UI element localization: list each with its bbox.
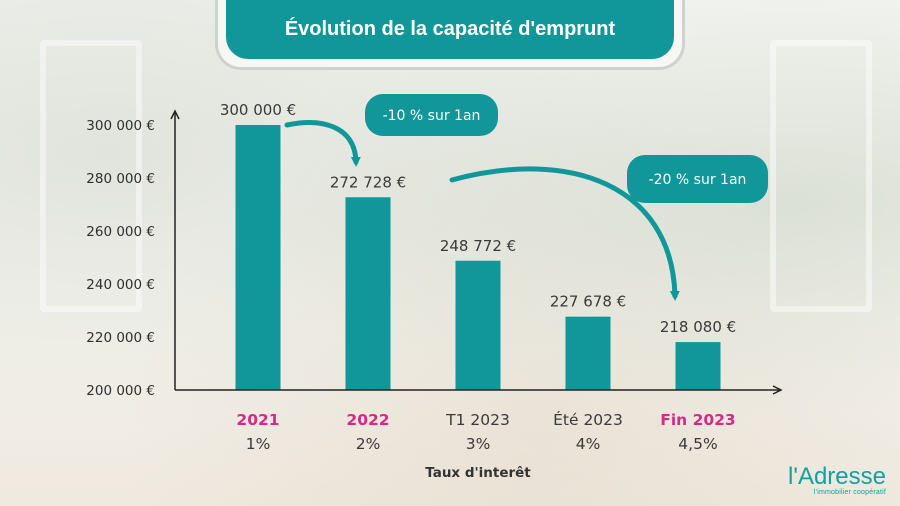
bar xyxy=(235,125,281,390)
y-tick-label: 260 000 € xyxy=(86,224,155,240)
y-tick-label: 200 000 € xyxy=(86,383,155,399)
x-axis-label: Taux d'interêt xyxy=(425,465,531,481)
trend-arrow xyxy=(284,120,361,167)
bar-value-label: 248 772 € xyxy=(440,237,516,255)
annotation-badge xyxy=(365,94,498,136)
logo-tagline: l'immobilier coopératif xyxy=(813,489,886,496)
x-tick-label: T1 2023 xyxy=(445,411,510,429)
bar-value-label: 300 000 € xyxy=(220,101,296,119)
y-tick-label: 220 000 € xyxy=(86,330,155,346)
annotation-text: -20 % sur 1an xyxy=(649,172,747,188)
y-axis-arrow-icon xyxy=(170,109,180,120)
bar xyxy=(455,260,501,390)
x-tick-sublabel: 3% xyxy=(466,435,491,453)
x-tick-sublabel: 2% xyxy=(356,435,381,453)
bar-value-label: 227 678 € xyxy=(550,293,626,311)
title-banner: Évolution de la capacité d'emprunt xyxy=(226,0,674,59)
background-window xyxy=(770,40,872,312)
bar xyxy=(565,316,611,390)
bar xyxy=(675,342,721,390)
x-tick-label: 2022 xyxy=(346,411,389,429)
brand-logo: l'Adresse l'immobilier coopératif xyxy=(788,463,886,497)
background-window xyxy=(40,40,142,312)
y-tick-label: 300 000 € xyxy=(86,118,155,134)
annotation-badge xyxy=(627,155,768,203)
x-tick-label: Été 2023 xyxy=(553,410,623,429)
x-tick-sublabel: 4,5% xyxy=(678,435,717,453)
chart-title: Évolution de la capacité d'emprunt xyxy=(284,18,616,40)
bar-value-label: 218 080 € xyxy=(660,318,736,336)
trend-arrow xyxy=(449,166,680,301)
x-tick-label: Fin 2023 xyxy=(660,411,735,429)
y-tick-label: 240 000 € xyxy=(86,277,155,293)
annotation-text: -10 % sur 1an xyxy=(383,108,481,124)
bar xyxy=(345,197,391,390)
bar-value-label: 272 728 € xyxy=(330,173,406,191)
x-tick-sublabel: 4% xyxy=(576,435,601,453)
logo-name: l'Adresse xyxy=(788,463,886,490)
x-axis-arrow-icon xyxy=(772,385,783,395)
x-tick-label: 2021 xyxy=(236,411,279,429)
y-tick-label: 280 000 € xyxy=(86,171,155,187)
x-tick-sublabel: 1% xyxy=(246,435,271,453)
